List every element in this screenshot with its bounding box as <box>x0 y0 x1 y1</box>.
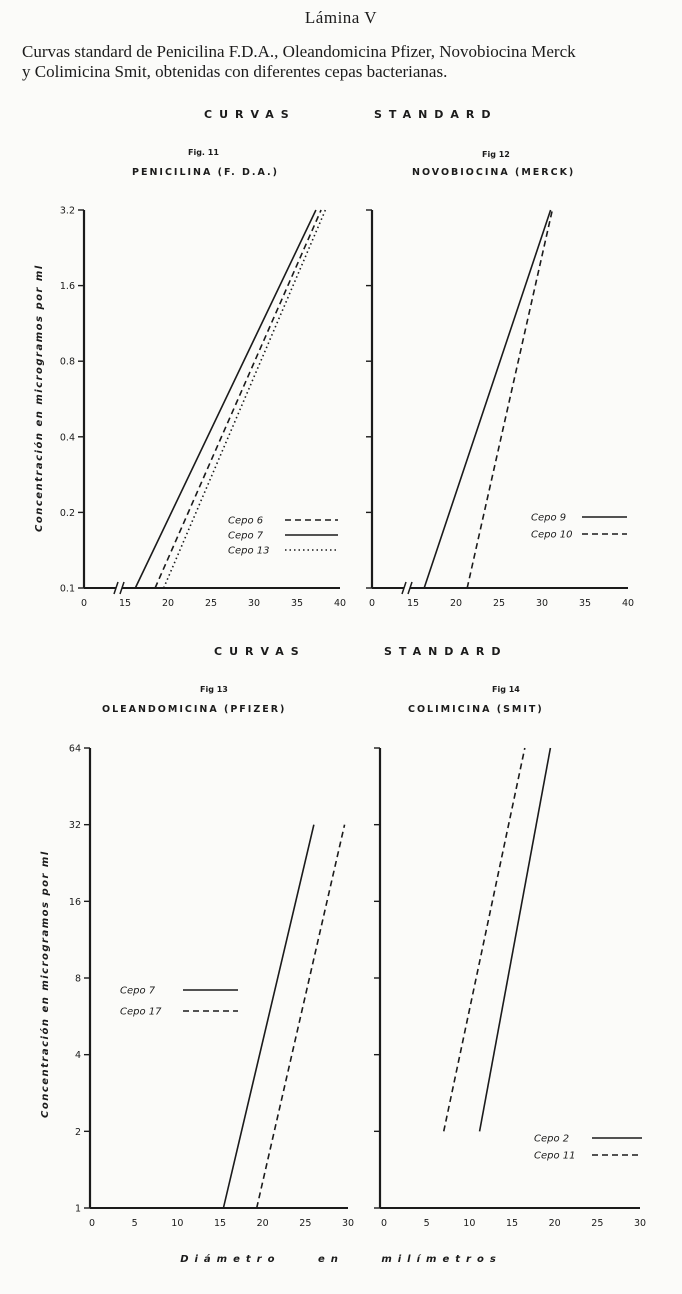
fig-13-title: OLEANDOMICINA (PFIZER) <box>102 704 287 715</box>
chart-4: 0 5 10 15 20 25 30 Cepo 2 Cepo 11 <box>374 747 646 1229</box>
caption-line-1: Curvas standard de Penicilina F.D.A., Ol… <box>22 42 576 61</box>
series-line-cepo-6 <box>154 209 322 589</box>
x-tick-label: 30 <box>536 598 548 609</box>
fig-13-number: Fig 13 <box>200 685 228 694</box>
axis-break-mark <box>401 581 407 595</box>
x-tick-label: 0 <box>89 1218 95 1229</box>
x-tick-label: 40 <box>622 598 634 609</box>
fig-11-title: PENICILINA (F. D.A.) <box>132 167 279 178</box>
series-line-cepo-2 <box>478 747 552 1132</box>
section-heading-top-left: CURVAS <box>204 108 296 121</box>
section-heading-bottom-left: CURVAS <box>214 645 306 658</box>
legend-label: Cepo 9 <box>531 513 566 524</box>
series-line-cepo-7 <box>222 824 315 1209</box>
fig-14-number: Fig 14 <box>492 685 520 694</box>
series-line-cepo-11 <box>442 747 526 1132</box>
x-tick-label: 25 <box>205 598 217 609</box>
legend-label: Cepo 2 <box>534 1134 569 1145</box>
x-tick-label: 20 <box>450 598 462 609</box>
x-tick-label: 20 <box>162 598 174 609</box>
y-tick-label: 0.4 <box>60 432 75 443</box>
x-tick-label: 15 <box>119 598 131 609</box>
axis-break-mark <box>407 581 413 595</box>
series-line-cepo-9 <box>423 209 552 589</box>
y-tick-label: 16 <box>69 897 81 908</box>
legend-label: Cepo 7 <box>228 531 264 542</box>
x-tick-label: 0 <box>381 1218 387 1229</box>
y-tick-label: 3.2 <box>60 206 75 217</box>
y-tick-label: 1 <box>75 1204 81 1215</box>
x-tick-label: 5 <box>132 1218 138 1229</box>
x-tick-label: 25 <box>299 1218 311 1229</box>
axis-break-mark <box>119 581 125 595</box>
chart-3: 1 2 4 8 16 32 64 0 5 10 15 20 25 30 Cepo 7 Cepo 17 <box>69 744 354 1230</box>
y-tick-label: 32 <box>69 820 81 831</box>
fig-12-number: Fig 12 <box>482 150 510 159</box>
legend-label: Cepo 11 <box>534 1151 576 1162</box>
x-tick-label: 40 <box>334 598 346 609</box>
y-tick-label: 0.8 <box>60 357 75 368</box>
x-tick-label: 25 <box>591 1218 603 1229</box>
series-line-cepo-13 <box>162 209 327 589</box>
legend-label: Cepo 13 <box>228 546 270 557</box>
x-tick-label: 0 <box>369 598 375 609</box>
chart-2: 0 15 20 25 30 35 40 Cepo 9 Cepo 10 <box>366 209 634 609</box>
x-tick-label: 5 <box>424 1218 430 1229</box>
x-tick-label: 30 <box>248 598 260 609</box>
chart-1: 0.1 0.2 0.4 0.8 1.6 3.2 0 15 20 25 30 35 40 Cepo 6 Cep… <box>60 206 346 610</box>
legend-label: Cepo 17 <box>120 1007 162 1018</box>
series-line-cepo-17 <box>255 824 346 1209</box>
section-heading-top-right: STANDARD <box>374 108 498 121</box>
y-tick-label: 8 <box>75 974 81 985</box>
legend-label: Cepo 6 <box>228 516 263 527</box>
y-tick-label: 0.2 <box>60 508 75 519</box>
caption-line-2: y Colimicina Smit, obtenidas con diferen… <box>22 62 448 81</box>
series-line-cepo-10 <box>466 209 554 589</box>
legend-label: Cepo 7 <box>120 986 156 997</box>
y-tick-label: 2 <box>75 1127 81 1138</box>
page-title: Lámina V <box>304 8 378 27</box>
x-tick-label: 30 <box>342 1218 354 1229</box>
x-tick-label: 35 <box>291 598 303 609</box>
fig-14-title: COLIMICINA (SMIT) <box>408 704 544 715</box>
x-tick-label: 10 <box>171 1218 183 1229</box>
x-axis-label: Diámetro en milímetros <box>180 1254 502 1265</box>
fig-12-title: NOVOBIOCINA (MERCK) <box>412 167 576 178</box>
y-tick-label: 64 <box>69 744 81 755</box>
y-tick-label: 0.1 <box>60 584 75 595</box>
x-tick-label: 15 <box>407 598 419 609</box>
x-tick-label: 15 <box>506 1218 518 1229</box>
series-line-cepo-7 <box>134 209 317 589</box>
x-tick-label: 20 <box>257 1218 269 1229</box>
legend-label: Cepo 10 <box>531 530 573 541</box>
figure-caption: Curvas standard de Penicilina F.D.A., Ol… <box>22 42 672 82</box>
fig-11-number: Fig. 11 <box>188 148 219 157</box>
x-tick-label: 10 <box>463 1218 475 1229</box>
x-tick-label: 35 <box>579 598 591 609</box>
y-tick-label: 1.6 <box>60 281 75 292</box>
x-tick-label: 15 <box>214 1218 226 1229</box>
x-tick-label: 25 <box>493 598 505 609</box>
x-tick-label: 0 <box>81 598 87 609</box>
section-heading-bottom-right: STANDARD <box>384 645 508 658</box>
x-tick-label: 20 <box>549 1218 561 1229</box>
axis-break-mark <box>113 581 119 595</box>
y-tick-label: 4 <box>75 1050 81 1061</box>
x-tick-label: 30 <box>634 1218 646 1229</box>
